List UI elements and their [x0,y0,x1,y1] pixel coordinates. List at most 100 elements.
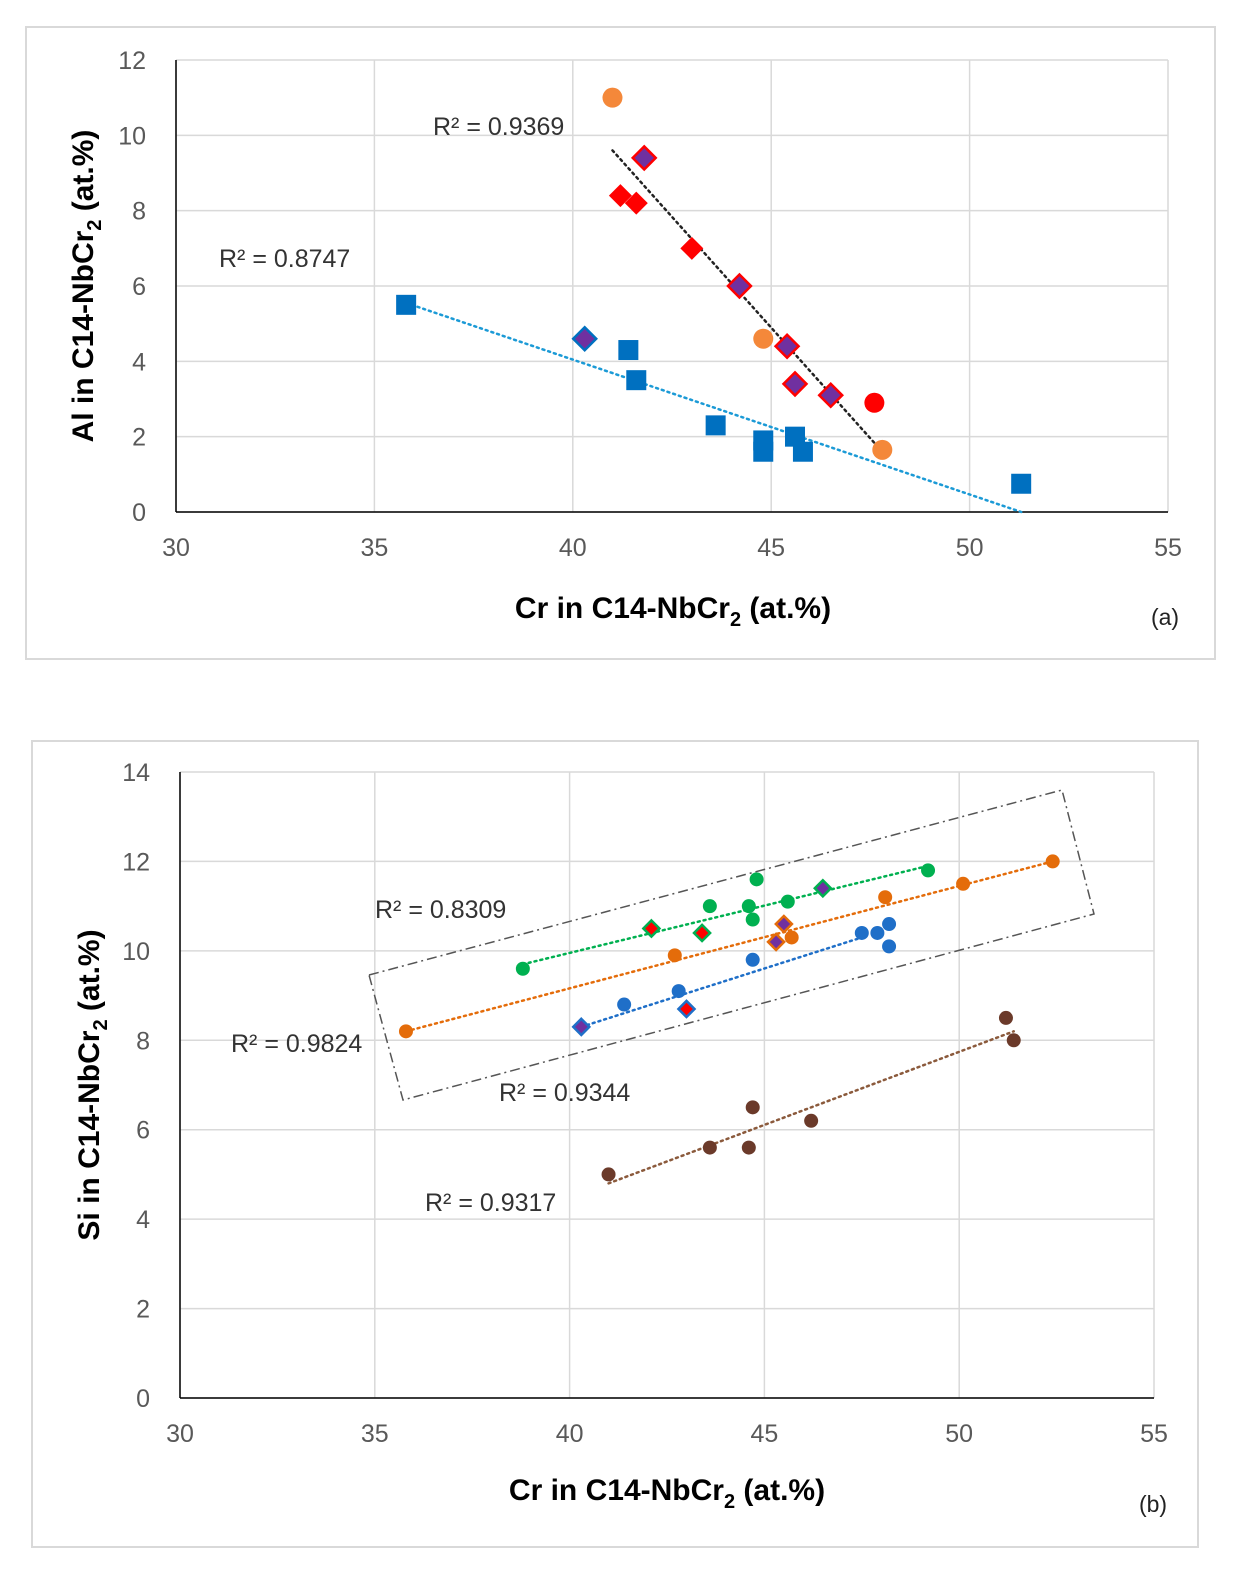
data-point-diamond [571,1017,592,1037]
data-point-circle [882,939,897,954]
data-point-circle [702,899,717,914]
data-point-circle [515,961,530,976]
y-axis-title: Al in C14-NbCr2 (at.%) [67,130,106,443]
data-point-diamond [817,381,844,409]
data-point-circle [956,876,971,891]
r-squared-label: R² = 0.9824 [231,1030,362,1058]
y-tick-label: 4 [132,348,146,376]
x-tick-label: 35 [361,1420,389,1448]
y-axis-title: Si in C14-NbCr2 (at.%) [73,929,112,1240]
data-point-circle [602,87,623,108]
data-point-circle [745,912,760,927]
data-point-square [785,426,806,447]
data-point-diamond [641,918,662,939]
x-tick-label: 30 [162,534,190,562]
data-point-diamond [630,144,658,172]
data-point-circle [753,328,774,349]
x-tick-label: 55 [1154,534,1182,562]
chart-panel-a: 30 35 40 45 50 55 0 2 4 6 8 10 12 Cr in C14-NbCr2 (at… [25,26,1216,660]
y-tick-label: 8 [136,1027,150,1055]
data-point-circle [1045,854,1060,869]
y-tick-label: 2 [132,424,146,452]
chart-a-svg: 30 35 40 45 50 55 0 2 4 6 8 10 12 Cr in C14-NbCr2 (at… [67,47,1182,631]
data-point-circle [854,925,869,940]
trendline [607,1030,1015,1185]
data-point-circle [921,863,936,878]
x-tick-label: 50 [945,1420,973,1448]
data-point-diamond [773,332,801,360]
r-squared-label: R² = 0.9344 [499,1079,630,1107]
data-point-circle [998,1010,1013,1025]
x-tick-label: 55 [1140,1420,1168,1448]
y-tick-label: 8 [132,198,146,226]
data-point-diamond [571,325,598,353]
data-point-diamond [680,236,704,260]
data-point-circle [804,1113,819,1128]
grouping-box [368,789,1095,1101]
data-point-diamond [624,191,648,215]
data-point-circle [784,930,799,945]
data-point-circle [398,1024,413,1039]
data-point-circle [741,1140,756,1155]
data-point-square [753,441,774,462]
data-point-circle [617,997,632,1012]
data-point-diamond [766,932,786,952]
data-point-diamond [676,999,697,1019]
y-tick-label: 10 [118,122,146,150]
trendline [404,301,1023,514]
data-point-circle [872,439,893,460]
data-point-circle [745,1100,760,1115]
data-point-circle [780,894,795,909]
data-point-diamond [726,272,753,300]
data-point-diamond [608,184,632,208]
r-squared-label: R² = 0.8747 [219,245,350,273]
trendline [580,936,864,1029]
data-point-square [705,415,726,436]
data-point-circle [671,984,686,999]
trendline [404,860,1054,1033]
x-tick-label: 40 [559,534,587,562]
chart-panel-b: 30 35 40 45 50 55 0 2 4 6 8 10 12 14 Cr in C14-NbCr2 (… [31,740,1199,1548]
data-point-circle [601,1167,616,1182]
data-point-circle [741,899,756,914]
trendline [521,864,930,966]
y-tick-label: 2 [136,1296,150,1324]
data-point-circle [702,1140,717,1155]
x-tick-label: 45 [757,534,785,562]
data-point-circle [870,925,885,940]
data-point-circle [745,952,760,967]
data-point-square [626,370,647,391]
x-tick-label: 30 [166,1420,194,1448]
x-tick-label: 40 [556,1420,584,1448]
y-tick-label: 14 [122,759,150,787]
y-tick-label: 12 [118,47,146,75]
data-point-circle [667,948,682,963]
r-squared-label: R² = 0.8309 [375,896,506,924]
x-tick-label: 35 [360,534,388,562]
data-point-square [792,441,813,462]
data-point-circle [749,872,764,887]
y-tick-label: 4 [136,1206,150,1234]
x-tick-label: 45 [750,1420,778,1448]
x-axis-title: Cr in C14-NbCr2 (at.%) [509,1474,825,1513]
y-tick-label: 10 [122,938,150,966]
data-point-diamond [813,878,833,899]
x-axis-title: Cr in C14-NbCr2 (at.%) [515,592,831,631]
data-point-diamond [692,923,712,943]
data-point-square [396,294,417,315]
panel-label: (a) [1151,604,1179,630]
data-point-square [618,340,639,361]
y-tick-label: 6 [132,273,146,301]
r-squared-label: R² = 0.9317 [425,1189,556,1217]
y-tick-label: 12 [122,848,150,876]
data-point-circle [1006,1033,1021,1048]
y-tick-label: 0 [132,499,146,527]
x-tick-label: 50 [956,534,984,562]
data-point-diamond [774,914,794,934]
y-tick-label: 6 [136,1117,150,1145]
data-point-circle [882,917,897,932]
r-squared-label: R² = 0.9369 [433,113,564,141]
chart-b-svg: 30 35 40 45 50 55 0 2 4 6 8 10 12 14 Cr in C14-NbCr2 (… [73,759,1168,1517]
panel-label: (b) [1139,1491,1167,1517]
data-point-square [1011,473,1032,494]
